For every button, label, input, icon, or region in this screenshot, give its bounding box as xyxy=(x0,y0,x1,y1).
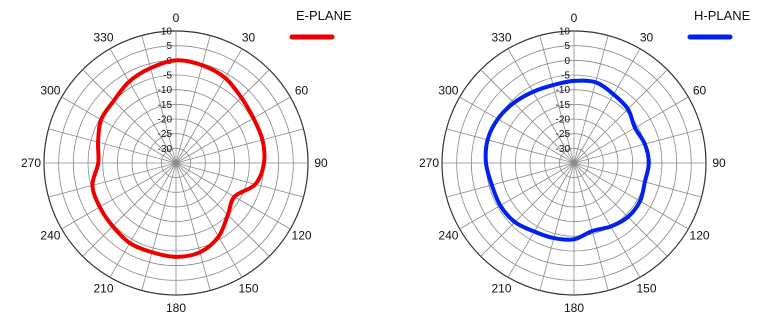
grid-spoke xyxy=(573,162,609,291)
angle-tick-label: 30 xyxy=(242,30,256,44)
angle-tick-label: 180 xyxy=(166,301,186,315)
legend-label: E-PLANE xyxy=(296,8,352,23)
grid-spoke xyxy=(446,128,575,164)
grid-spoke xyxy=(175,162,304,198)
grid-spoke xyxy=(175,69,270,164)
grid-spoke xyxy=(141,162,177,291)
grid-spoke xyxy=(480,69,575,164)
radial-tick-label: -30 xyxy=(158,144,173,155)
angle-tick-label: 150 xyxy=(238,282,258,296)
angle-tick-label: 210 xyxy=(491,282,511,296)
angle-tick-label: 0 xyxy=(173,11,180,25)
radial-tick-label: 5 xyxy=(564,41,570,52)
radial-tick-label: -5 xyxy=(163,71,172,82)
grid-spoke xyxy=(82,69,177,164)
polar-grid xyxy=(43,30,309,296)
angle-tick-label: 330 xyxy=(491,30,511,44)
angle-tick-label: 150 xyxy=(636,282,656,296)
legend: E-PLANE xyxy=(289,8,352,40)
grid-spoke xyxy=(573,162,668,257)
grid-spoke xyxy=(175,35,211,164)
angle-tick-label: 240 xyxy=(438,229,458,243)
angle-tick-label: 270 xyxy=(419,156,439,170)
radial-tick-label: -5 xyxy=(561,71,570,82)
angle-tick-label: 330 xyxy=(93,30,113,44)
grid-spoke xyxy=(459,162,575,230)
grid-spoke xyxy=(459,96,575,164)
radial-tick-label: -25 xyxy=(158,129,173,140)
angle-tick-label: 90 xyxy=(712,156,726,170)
grid-spoke xyxy=(573,162,689,230)
grid-spoke xyxy=(573,35,609,164)
grid-spoke xyxy=(109,48,177,164)
radial-tick-label: -20 xyxy=(158,115,173,126)
grid-spoke xyxy=(175,162,270,257)
radiation-pattern-line xyxy=(483,78,651,242)
grid-spoke xyxy=(61,96,177,164)
radial-tick-label: -10 xyxy=(556,85,571,96)
grid-spoke xyxy=(48,128,177,164)
radial-tick-label: -15 xyxy=(158,100,173,111)
angle-tick-label: 210 xyxy=(93,282,113,296)
angle-tick-label: 240 xyxy=(40,229,60,243)
radial-tick-label: -10 xyxy=(158,85,173,96)
grid-spoke xyxy=(48,162,177,198)
angle-tick-label: 60 xyxy=(295,84,309,98)
grid-spoke xyxy=(175,48,243,164)
angle-tick-label: 30 xyxy=(640,30,654,44)
radial-tick-label: -30 xyxy=(556,144,571,155)
radial-tick-label: -15 xyxy=(556,100,571,111)
grid-spoke xyxy=(573,69,668,164)
grid-spoke xyxy=(175,162,243,278)
polar-grid xyxy=(441,30,707,296)
angle-tick-label: 270 xyxy=(21,156,41,170)
angle-tick-label: 120 xyxy=(292,229,312,243)
angle-tick-label: 300 xyxy=(438,84,458,98)
grid-spoke xyxy=(573,162,702,198)
h-plane-polar-chart: 0 30 60 90 120 150 180 210 240 270 300 330 10 5 0 -5 -10… xyxy=(419,8,751,315)
radial-tick-label: -20 xyxy=(556,115,571,126)
grid-spoke xyxy=(573,128,702,164)
angle-tick-label: 60 xyxy=(693,84,707,98)
grid-spoke xyxy=(573,96,689,164)
grid-spoke xyxy=(507,162,575,278)
grid-spoke xyxy=(573,162,641,278)
grid-spoke xyxy=(82,162,177,257)
angle-tick-label: 180 xyxy=(564,301,584,315)
grid-spoke xyxy=(141,35,177,164)
grid-spoke xyxy=(175,162,211,291)
grid-spoke xyxy=(507,48,575,164)
radial-tick-label: 10 xyxy=(559,27,571,38)
grid-spoke xyxy=(539,35,575,164)
grid-spoke xyxy=(109,162,177,278)
angle-tick-label: 0 xyxy=(571,11,578,25)
grid-spoke xyxy=(480,162,575,257)
radial-tick-label: 10 xyxy=(161,27,173,38)
grid-spoke xyxy=(573,48,641,164)
grid-spoke xyxy=(539,162,575,291)
grid-spoke xyxy=(175,128,304,164)
radial-tick-label: 5 xyxy=(166,41,172,52)
radial-tick-label: -25 xyxy=(556,129,571,140)
angle-tick-label: 300 xyxy=(40,84,60,98)
angle-tick-label: 120 xyxy=(690,229,710,243)
grid-spoke xyxy=(175,96,291,164)
legend: H-PLANE xyxy=(687,8,751,40)
grid-spoke xyxy=(446,162,575,198)
radiation-pattern-line xyxy=(90,58,267,259)
radial-tick-label: 0 xyxy=(564,56,570,67)
legend-label: H-PLANE xyxy=(694,8,751,23)
grid-spoke xyxy=(61,162,177,230)
angle-tick-label: 90 xyxy=(314,156,328,170)
